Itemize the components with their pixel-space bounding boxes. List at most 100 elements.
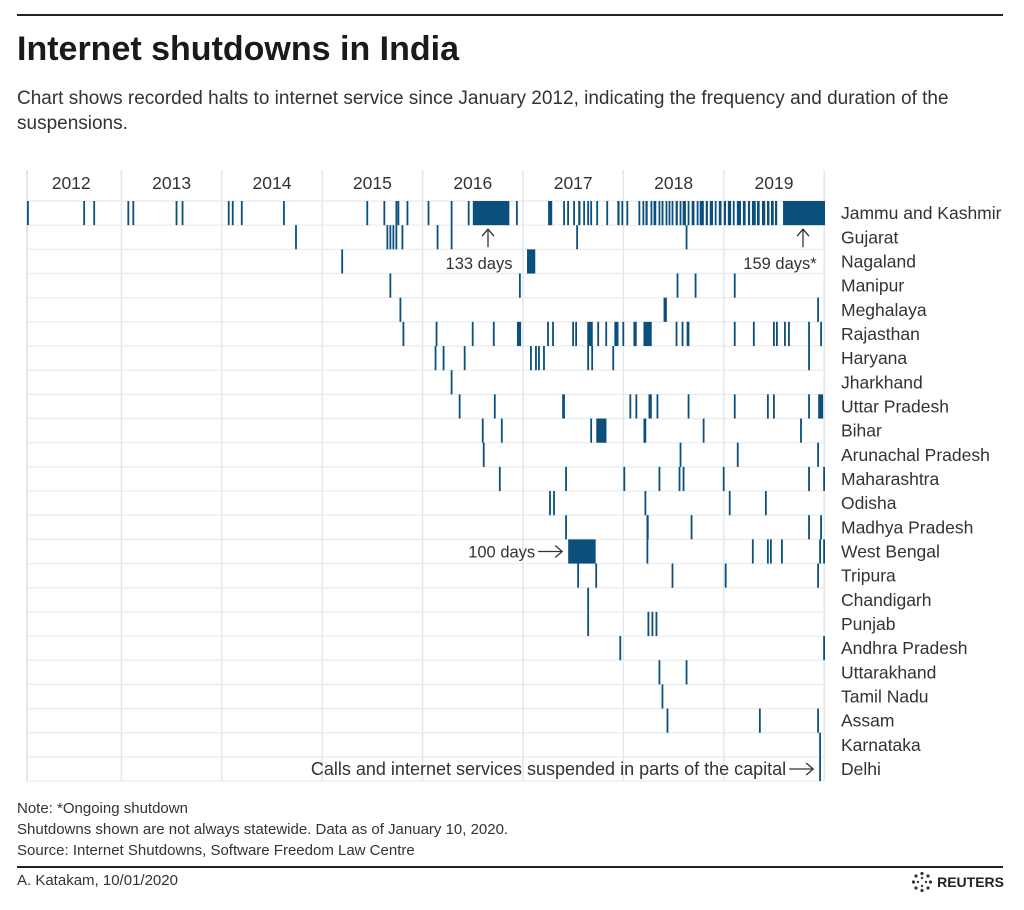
shutdown-bar — [694, 273, 697, 298]
shutdown-bar — [705, 201, 708, 226]
year-label: 2014 — [253, 173, 292, 193]
shutdown-bar — [577, 563, 580, 588]
state-label: Punjab — [841, 614, 896, 634]
shutdown-bar — [687, 394, 690, 419]
shutdown-bar — [678, 466, 681, 492]
shutdown-bar — [808, 321, 810, 347]
state-label: Jammu and Kashmir — [841, 203, 1002, 223]
shutdown-bar — [93, 201, 96, 226]
year-label: 2019 — [755, 173, 794, 193]
shutdown-bar — [820, 515, 822, 540]
annotation-label: Calls and internet services suspended in… — [311, 759, 786, 779]
state-label: Manipur — [841, 276, 904, 296]
shutdown-bar — [635, 394, 638, 419]
shutdown-bar — [643, 321, 652, 347]
shutdown-bar — [752, 321, 755, 347]
source-note: Source: Internet Shutdowns, Software Fre… — [17, 842, 415, 859]
shutdown-bar — [435, 321, 438, 347]
shutdown-bar — [776, 321, 778, 347]
shutdown-bar — [773, 321, 775, 347]
shutdown-bar — [442, 346, 445, 371]
year-labels: 2012 2013 2014 2015 2016 2017 2018 2019 — [52, 173, 794, 193]
shutdown-bar — [175, 201, 178, 226]
shutdown-bar — [518, 273, 521, 298]
state-label: Gujarat — [841, 227, 899, 247]
shutdown-bar — [718, 201, 722, 226]
shutdown-bar — [658, 466, 661, 492]
shutdown-bar — [784, 321, 786, 347]
shutdown-bar — [645, 201, 648, 226]
shutdown-bar — [808, 394, 810, 419]
shutdown-bar — [366, 201, 369, 226]
shutdown-bar — [817, 563, 819, 588]
footnote-ongoing: Note: *Ongoing shutdown — [17, 800, 188, 817]
shutdown-bar — [679, 442, 682, 467]
state-label: Karnataka — [841, 735, 921, 755]
shutdown-bar — [733, 394, 736, 419]
year-label: 2016 — [453, 173, 492, 193]
shutdown-bar — [819, 732, 821, 757]
shutdown-bar — [671, 201, 674, 226]
shutdown-bar — [823, 636, 825, 661]
shutdown-bar — [481, 418, 484, 443]
shutdown-bar — [766, 394, 769, 419]
shutdown-bar — [596, 418, 607, 443]
state-label: Assam — [841, 711, 894, 731]
shutdown-bar — [389, 225, 392, 250]
shutdown-bar — [675, 201, 678, 226]
annotation-label: 100 days — [468, 543, 535, 561]
shutdown-bar — [596, 201, 599, 226]
annotation-arrowhead — [481, 228, 495, 237]
shutdown-bar — [562, 394, 565, 419]
shutdown-bar — [567, 201, 569, 226]
shutdown-bar — [781, 539, 783, 564]
year-label: 2017 — [554, 173, 593, 193]
shutdown-bar — [783, 201, 825, 226]
shutdown-bar — [458, 394, 461, 419]
shutdown-bar — [686, 321, 690, 347]
shutdown-bar — [685, 225, 688, 250]
shutdown-bar — [646, 539, 649, 564]
shutdown-bar — [823, 539, 825, 564]
shutdown-bar — [656, 394, 659, 419]
shutdown-bar — [679, 201, 682, 226]
shutdown-bar — [397, 201, 400, 226]
shutdown-bar — [727, 201, 732, 226]
shutdown-bar — [681, 321, 684, 347]
year-label: 2015 — [353, 173, 392, 193]
state-label: Andhra Pradesh — [841, 638, 967, 658]
shutdown-bar — [653, 201, 657, 226]
shutdown-bar — [595, 563, 598, 588]
shutdown-bar — [766, 201, 770, 226]
shutdown-bar — [648, 394, 652, 419]
shutdown-bar — [644, 491, 647, 516]
shutdown-bar — [747, 201, 751, 226]
bottom-rule — [17, 866, 1003, 868]
shutdown-bar — [572, 321, 574, 347]
shutdown-bar — [651, 611, 654, 637]
shutdown-bar — [590, 201, 593, 226]
shutdown-bar — [530, 346, 532, 371]
shutdown-bar — [463, 346, 466, 371]
shutdown-bar — [578, 201, 581, 226]
shutdown-bar — [808, 346, 810, 371]
state-label: Uttarakhand — [841, 662, 936, 682]
shutdown-bar — [751, 201, 756, 226]
shutdown-bar — [295, 225, 297, 250]
chart-title: Internet shutdowns in India — [17, 30, 459, 68]
state-label: Bihar — [841, 421, 882, 441]
shutdown-bar — [666, 708, 669, 733]
shutdown-bar — [590, 418, 593, 443]
shutdown-bars — [27, 201, 825, 782]
shutdown-bar — [619, 636, 622, 661]
shutdown-bar — [773, 394, 775, 419]
footnote-disclaimer: Shutdowns shown are not always statewide… — [17, 821, 509, 838]
shutdown-bar — [723, 201, 726, 226]
shutdown-bar — [690, 515, 693, 540]
shutdown-bar — [808, 466, 810, 492]
annotations: 133 days 159 days* 100 days Calls and inter… — [311, 228, 817, 779]
shutdown-bar — [650, 201, 653, 226]
shutdown-bar — [817, 708, 819, 733]
state-labels: Jammu and Kashmir Gujarat Nagaland Manipur M… — [841, 203, 1002, 779]
